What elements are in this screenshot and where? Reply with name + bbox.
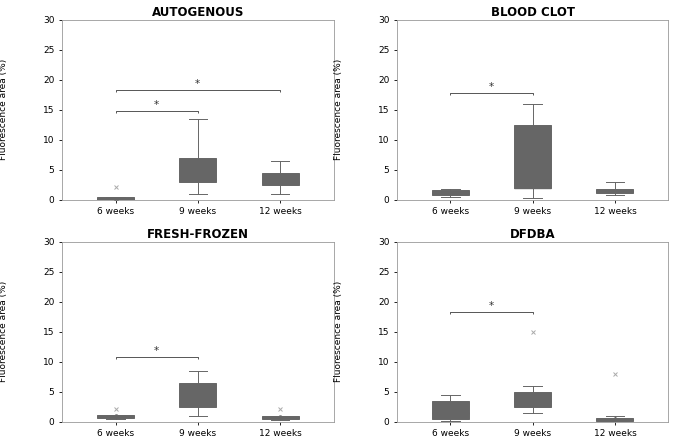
PathPatch shape	[262, 416, 299, 419]
Y-axis label: Fluorescence area (%): Fluorescence area (%)	[0, 281, 7, 382]
Y-axis label: Fluorescence area (%): Fluorescence area (%)	[0, 59, 7, 160]
PathPatch shape	[596, 189, 634, 193]
Text: *: *	[489, 301, 494, 311]
PathPatch shape	[514, 392, 551, 407]
Text: *: *	[154, 100, 159, 111]
Y-axis label: Fluorescence area (%): Fluorescence area (%)	[334, 59, 342, 160]
Y-axis label: Fluorescence area (%): Fluorescence area (%)	[334, 281, 342, 382]
Title: BLOOD CLOT: BLOOD CLOT	[491, 6, 575, 19]
PathPatch shape	[262, 173, 299, 185]
PathPatch shape	[179, 383, 216, 407]
Text: *: *	[154, 346, 159, 357]
Text: *: *	[489, 82, 494, 92]
PathPatch shape	[97, 415, 134, 418]
Text: *: *	[195, 79, 200, 89]
PathPatch shape	[179, 158, 216, 182]
PathPatch shape	[432, 401, 469, 419]
PathPatch shape	[514, 125, 551, 188]
Title: FRESH-FROZEN: FRESH-FROZEN	[147, 228, 249, 241]
Title: DFDBA: DFDBA	[510, 228, 555, 241]
PathPatch shape	[596, 418, 634, 421]
PathPatch shape	[97, 198, 134, 200]
PathPatch shape	[432, 190, 469, 195]
Title: AUTOGENOUS: AUTOGENOUS	[152, 6, 244, 19]
